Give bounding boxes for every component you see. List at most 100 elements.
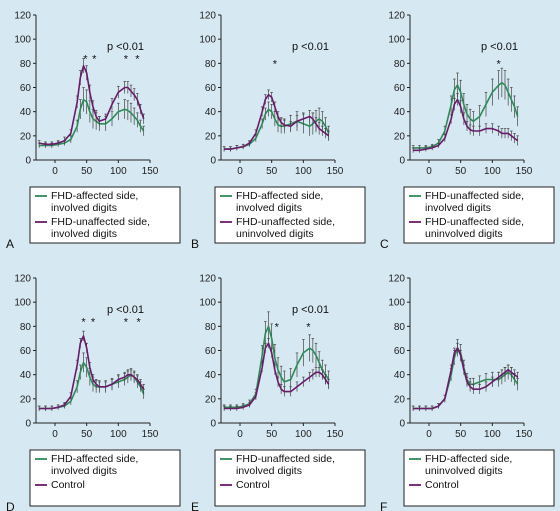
legend-label: FHD-unaffected side, — [236, 216, 335, 228]
legend-label: uninvolved digits — [236, 228, 314, 240]
y-tick-label: 0 — [25, 156, 31, 167]
y-tick-label: 120 — [388, 11, 405, 22]
axes — [35, 15, 150, 161]
legend-box — [214, 186, 366, 244]
series-line-2 — [39, 65, 145, 146]
x-tick-label: 150 — [327, 166, 344, 177]
p-value-annotation: p <0.01 — [107, 304, 144, 316]
x-tick-label: 50 — [266, 429, 278, 440]
y-tick-label: 60 — [205, 83, 217, 94]
y-tick-label: 40 — [20, 107, 32, 118]
significance-star: * — [306, 321, 311, 333]
p-value-annotation: p <0.01 — [292, 304, 329, 316]
y-tick-label: 20 — [394, 131, 406, 142]
legend-label: involved digits — [51, 465, 117, 477]
panel-letter: E — [191, 500, 199, 511]
y-tick-label: 120 — [14, 11, 31, 22]
legend-label: involved digits — [425, 202, 491, 214]
y-tick-label: 80 — [205, 322, 217, 333]
x-tick-label: 50 — [81, 429, 93, 440]
legend-label: FHD-unaffected side, — [51, 216, 150, 228]
significance-star: * — [91, 317, 96, 329]
p-value-annotation: p <0.01 — [292, 41, 329, 53]
legend-label: involved digits — [236, 202, 302, 214]
x-tick-label: 150 — [516, 429, 533, 440]
legend-box — [29, 449, 181, 507]
series-line-2 — [39, 335, 145, 410]
x-tick-label: 50 — [455, 166, 467, 177]
y-tick-label: 100 — [199, 298, 216, 309]
axes — [35, 278, 150, 424]
x-tick-label: 0 — [52, 429, 58, 440]
y-tick-label: 120 — [14, 274, 31, 285]
x-tick-label: 50 — [455, 429, 467, 440]
axes — [409, 278, 524, 424]
panel-letter: D — [6, 500, 15, 511]
y-tick-label: 120 — [388, 274, 405, 285]
axes — [220, 15, 335, 161]
legend-label: FHD-affected side, — [51, 190, 138, 202]
y-tick-label: 0 — [210, 156, 216, 167]
x-tick-label: 150 — [327, 429, 344, 440]
series-line-1 — [39, 98, 145, 147]
panel-letter: F — [380, 500, 387, 511]
legend-label: uninvolved digits — [425, 465, 503, 477]
legend-label: FHD-unaffected side, — [425, 190, 524, 202]
series-line-2 — [413, 347, 519, 410]
series-line-1 — [413, 81, 519, 149]
axes — [220, 278, 335, 424]
y-tick-label: 20 — [205, 394, 217, 405]
y-tick-label: 40 — [20, 370, 32, 381]
y-tick-label: 40 — [205, 107, 217, 118]
panel-letter: B — [191, 237, 199, 251]
legend-label: uninvolved digits — [425, 228, 503, 240]
p-value-annotation: p <0.01 — [107, 41, 144, 53]
x-tick-label: 0 — [426, 166, 432, 177]
series-line-1 — [224, 325, 330, 409]
x-tick-label: 100 — [295, 429, 312, 440]
y-tick-label: 40 — [205, 370, 217, 381]
x-tick-label: 0 — [237, 166, 243, 177]
x-tick-label: 0 — [426, 429, 432, 440]
y-tick-label: 40 — [394, 370, 406, 381]
y-tick-label: 0 — [399, 156, 405, 167]
series-line-2 — [413, 98, 519, 152]
y-tick-label: 60 — [205, 346, 217, 357]
y-tick-label: 40 — [394, 107, 406, 118]
y-tick-label: 100 — [14, 35, 31, 46]
x-tick-label: 0 — [52, 166, 58, 177]
y-tick-label: 80 — [205, 59, 217, 70]
y-tick-label: 80 — [20, 322, 32, 333]
y-tick-label: 80 — [20, 59, 32, 70]
y-tick-label: 0 — [210, 419, 216, 430]
panel-e: 0 20 40 60 80 100 120 0 50 100 150 p <0.01 * * FHD-una… — [191, 274, 366, 511]
y-tick-label: 60 — [394, 83, 406, 94]
significance-star: * — [135, 54, 140, 66]
x-tick-label: 50 — [81, 166, 93, 177]
y-tick-label: 60 — [20, 346, 32, 357]
legend-label: FHD-unaffected side, — [425, 216, 524, 228]
legend-box — [29, 186, 181, 244]
panel-letter: A — [6, 237, 14, 251]
legend-label: involved digits — [51, 202, 117, 214]
significance-star: * — [136, 317, 141, 329]
significance-star: * — [92, 54, 97, 66]
significance-star: * — [81, 317, 86, 329]
y-tick-label: 120 — [199, 11, 216, 22]
y-tick-label: 100 — [14, 298, 31, 309]
significance-star: * — [124, 317, 129, 329]
panel-c: 0 20 40 60 80 100 120 0 50 100 150 p <0.01 * FHD-unaf… — [380, 11, 555, 251]
panel-b: 0 20 40 60 80 100 120 0 50 100 150 p <0.01 * FHD-affe… — [191, 11, 366, 251]
x-tick-label: 100 — [295, 166, 312, 177]
y-tick-label: 60 — [394, 346, 406, 357]
legend-label: involved digits — [51, 228, 117, 240]
y-tick-label: 0 — [25, 419, 31, 430]
y-tick-label: 80 — [394, 59, 406, 70]
x-tick-label: 100 — [110, 166, 127, 177]
significance-star: * — [497, 58, 502, 70]
significance-star: * — [273, 58, 278, 70]
x-tick-label: 150 — [142, 429, 159, 440]
y-tick-label: 20 — [205, 131, 217, 142]
x-tick-label: 50 — [266, 166, 278, 177]
